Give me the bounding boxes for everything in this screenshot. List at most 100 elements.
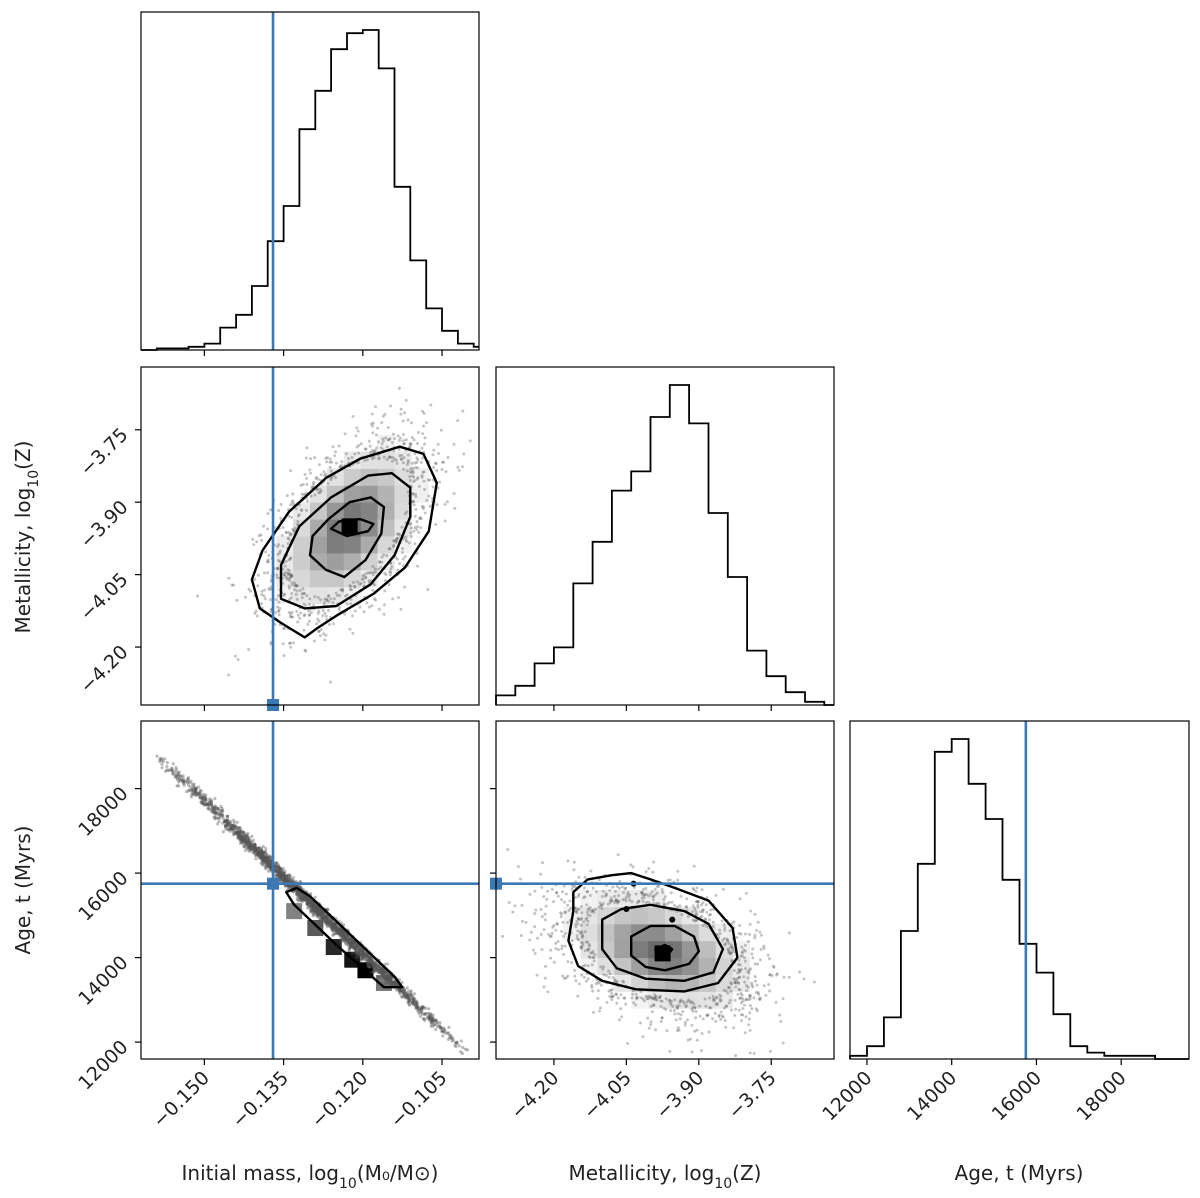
scatter-point	[238, 831, 242, 835]
scatter-point	[347, 457, 351, 461]
scatter-point	[661, 890, 665, 894]
scatter-point	[330, 926, 334, 931]
scatter-point	[277, 871, 281, 875]
scatter-point	[334, 924, 338, 928]
scatter-point	[238, 833, 242, 837]
scatter-point	[308, 910, 313, 914]
scatter-point	[287, 873, 291, 877]
scatter-point	[341, 936, 346, 940]
scatter-point	[329, 921, 333, 925]
scatter-point	[406, 993, 410, 997]
scatter-point	[372, 597, 376, 601]
scatter-point	[267, 866, 271, 870]
scatter-point	[232, 821, 236, 825]
scatter-point	[704, 1004, 708, 1008]
scatter-point	[746, 985, 750, 989]
panel-frame	[140, 11, 480, 351]
scatter-point	[299, 892, 303, 896]
scatter-point	[371, 962, 376, 966]
scatter-point	[328, 923, 332, 927]
scatter-point	[606, 902, 610, 906]
scatter-point	[580, 935, 584, 939]
scatter-point	[385, 974, 389, 978]
scatter-point	[346, 937, 350, 942]
scatter-point	[417, 484, 421, 488]
scatter-point	[320, 909, 324, 914]
scatter-point	[398, 454, 402, 458]
scatter-point	[590, 951, 594, 955]
scatter-point	[591, 1010, 595, 1014]
scatter-point	[251, 845, 255, 850]
scatter-point	[743, 943, 747, 947]
scatter-point	[350, 941, 354, 945]
scatter-point	[224, 824, 228, 828]
scatter-point	[266, 856, 270, 860]
scatter-point	[185, 777, 189, 781]
scatter-point	[176, 784, 181, 788]
scatter-point	[361, 953, 365, 957]
scatter-point	[227, 673, 231, 677]
scatter-point	[329, 478, 333, 482]
scatter-point	[295, 889, 300, 894]
scatter-point	[203, 799, 208, 803]
scatter-point	[232, 824, 236, 828]
scatter-point	[701, 1017, 705, 1021]
scatter-point	[418, 1014, 423, 1018]
scatter-point	[746, 976, 750, 980]
density-cell	[326, 468, 345, 486]
scatter-point	[286, 573, 290, 577]
scatter-point	[312, 904, 316, 909]
scatter-point	[391, 456, 395, 460]
scatter-point	[265, 852, 269, 857]
scatter-point	[243, 839, 248, 844]
scatter-point	[379, 974, 384, 978]
scatter-point	[258, 850, 262, 854]
scatter-point	[294, 507, 298, 511]
scatter-point	[693, 919, 697, 923]
scatter-point	[357, 950, 361, 954]
scatter-point	[374, 965, 379, 969]
scatter-point	[170, 769, 174, 773]
scatter-point	[356, 951, 360, 956]
scatter-point	[269, 508, 273, 512]
scatter-point	[409, 989, 413, 993]
scatter-point	[362, 610, 366, 614]
scatter-point	[719, 998, 723, 1002]
scatter-point	[340, 929, 344, 933]
scatter-point	[273, 869, 278, 873]
scatter-point	[726, 938, 730, 942]
scatter-point	[287, 578, 291, 582]
scatter-point	[406, 459, 410, 463]
scatter-point	[325, 924, 329, 928]
scatter-point	[737, 1068, 740, 1071]
scatter-point	[410, 360, 413, 363]
scatter-point	[302, 895, 306, 900]
scatter-point	[391, 980, 395, 985]
scatter-point	[281, 879, 285, 883]
scatter-point	[412, 475, 416, 479]
scatter-point	[335, 925, 339, 930]
scatter-point	[384, 436, 388, 440]
scatter-point	[299, 898, 303, 902]
scatter-point	[373, 960, 378, 965]
scatter-point	[323, 601, 327, 605]
scatter-point	[664, 1008, 668, 1012]
scatter-point	[225, 818, 229, 822]
scatter-point	[737, 981, 741, 985]
scatter-point	[439, 1026, 443, 1030]
scatter-point	[349, 602, 353, 606]
scatter-point	[638, 1021, 642, 1025]
scatter-point	[354, 948, 358, 952]
scatter-point	[427, 1007, 431, 1011]
scatter-point	[395, 532, 399, 536]
scatter-point	[283, 884, 287, 888]
scatter-point	[291, 499, 295, 503]
scatter-point	[279, 516, 283, 520]
scatter-point	[293, 889, 298, 893]
scatter-point	[276, 864, 280, 869]
scatter-point	[212, 806, 216, 810]
scatter-point	[309, 900, 313, 905]
scatter-point	[348, 588, 352, 592]
scatter-point	[563, 910, 567, 914]
scatter-point	[628, 898, 632, 902]
